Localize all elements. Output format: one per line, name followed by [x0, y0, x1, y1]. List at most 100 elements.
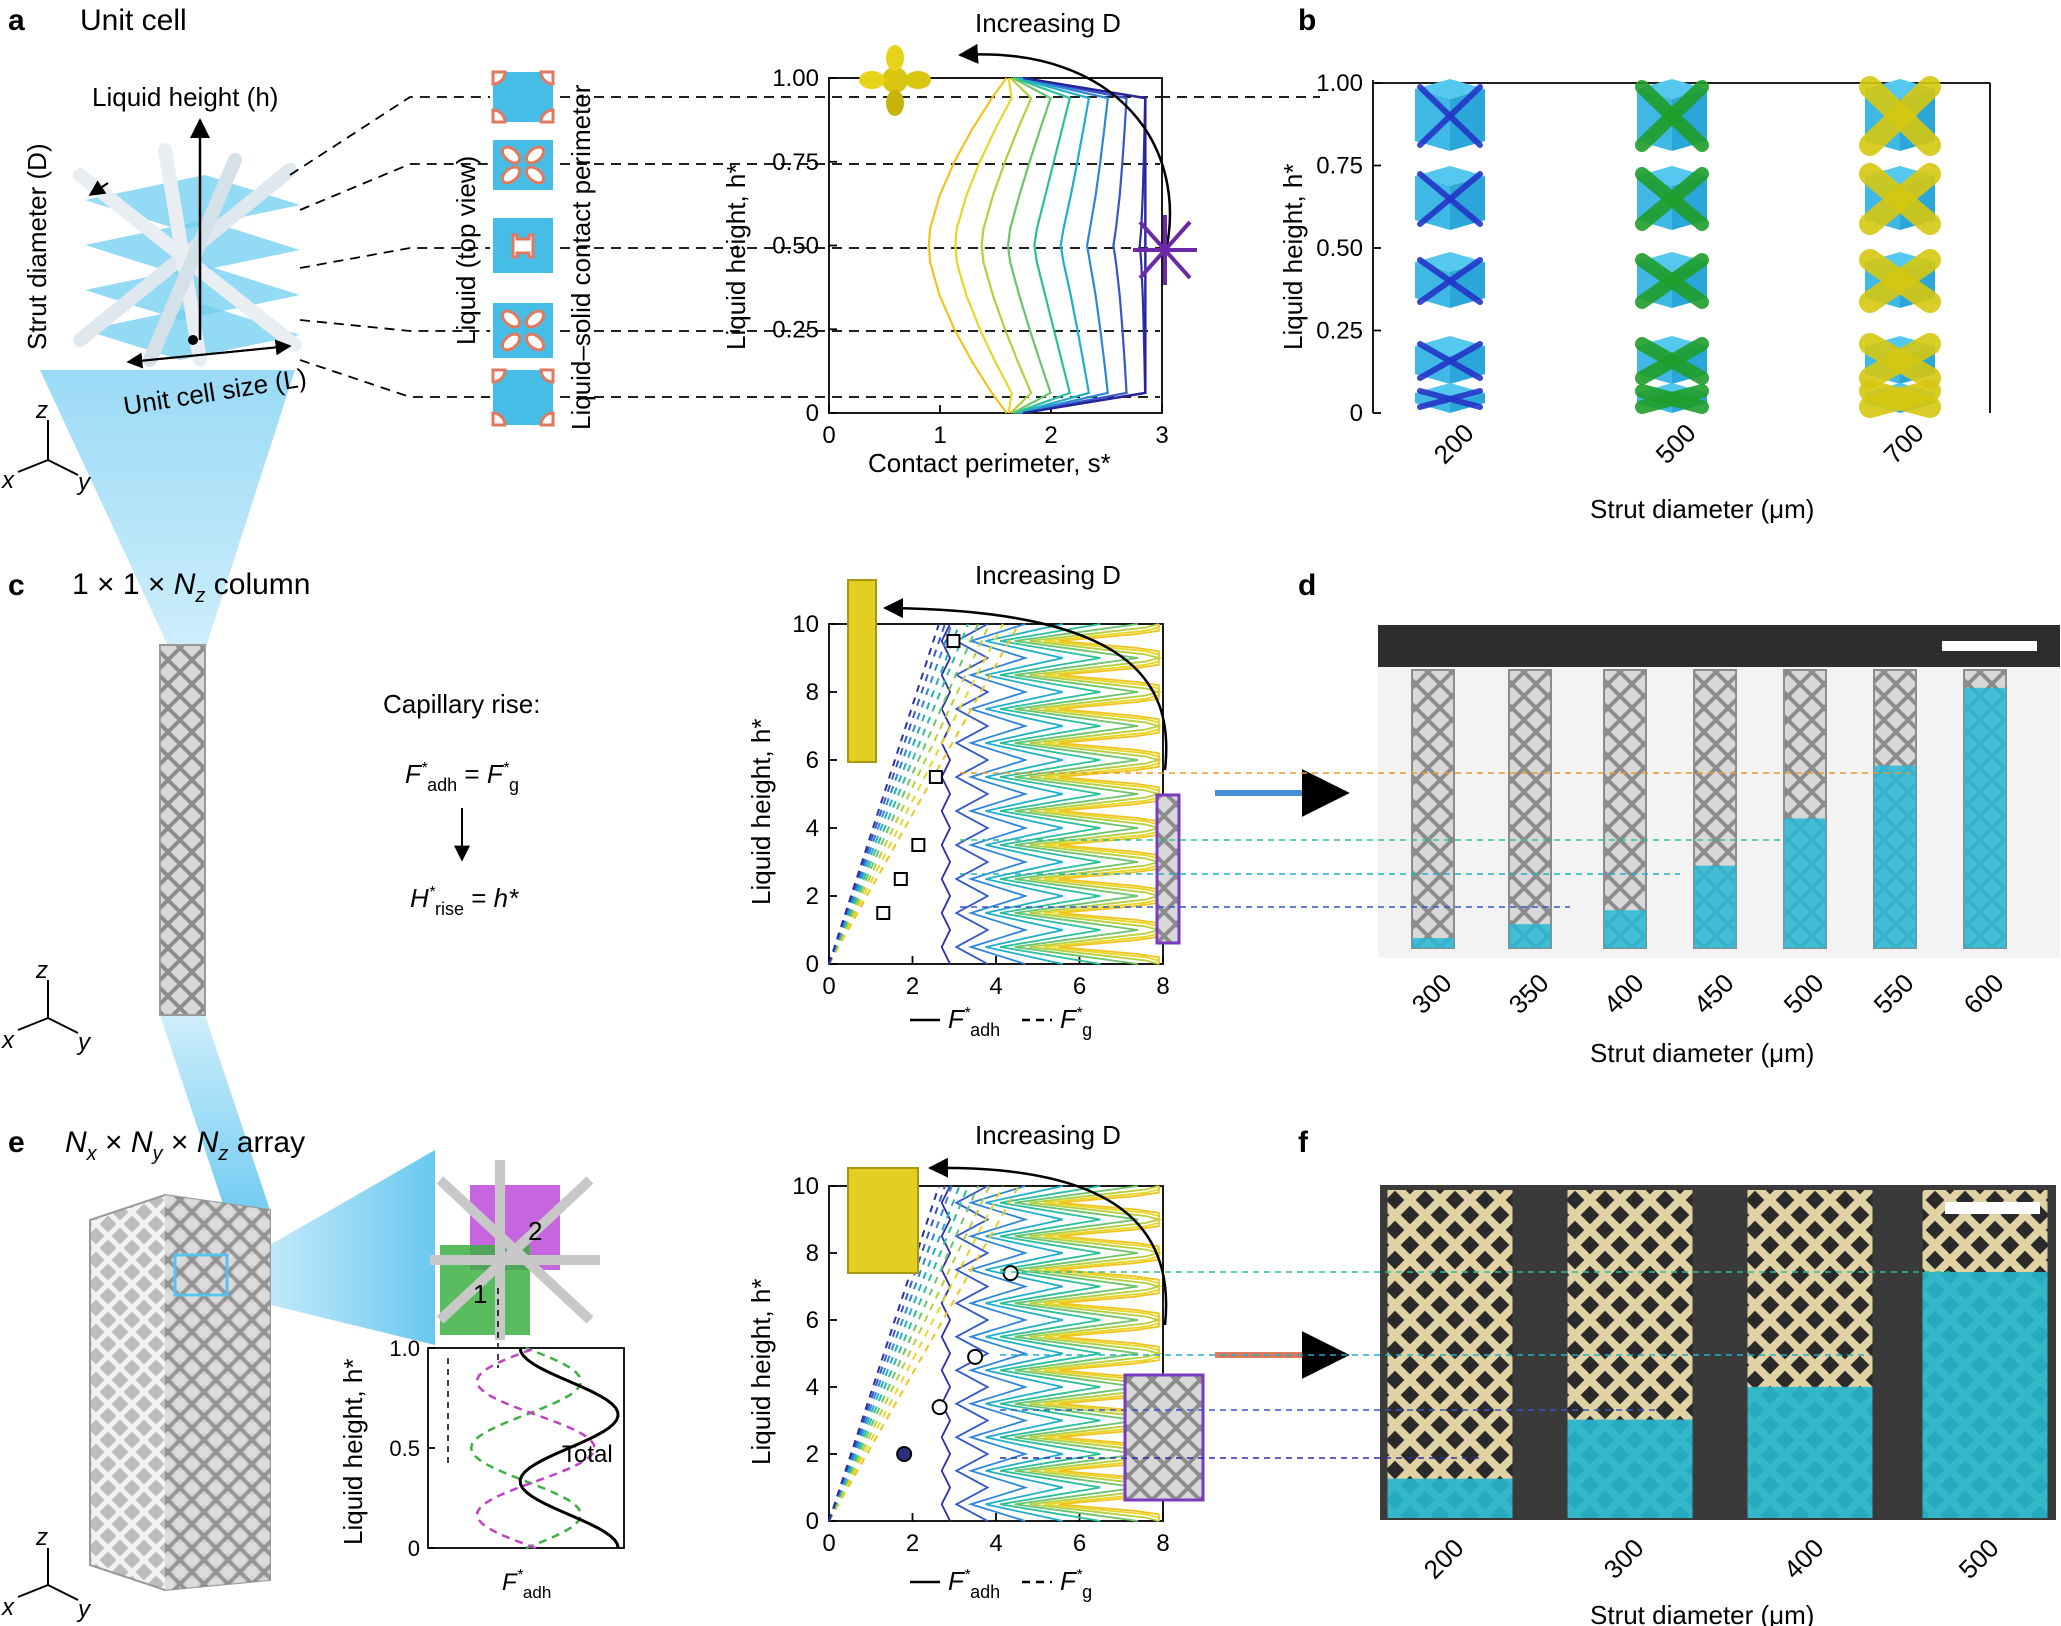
inset-ylabel: Liquid height, h*: [338, 1359, 368, 1545]
panel-d-xtick-label: 600: [1958, 968, 2010, 1020]
chart-e-adh-curve: [1014, 1185, 1139, 1522]
chart-c: 0 2 4 6 8 0 2 4 6 8 10: [792, 611, 1169, 1000]
unit-cell-title: Unit cell: [80, 4, 187, 37]
axis-z-a: z: [35, 397, 48, 424]
block-0: [1387, 1190, 1513, 1518]
chart-e-rise-marker: [967, 1348, 984, 1365]
chart-c-adh-curve: [1000, 623, 1101, 965]
chart-a-ytick-label: 0: [806, 400, 819, 427]
chart-c-xtick-label: 6: [1073, 973, 1086, 1000]
projection-beam-a: [40, 370, 295, 650]
cube-strut: [1859, 380, 1941, 418]
chart-e-ytick-label: 10: [792, 1173, 819, 1200]
chart-a-xtick-label: 3: [1155, 422, 1168, 449]
svg-text:F*adh: F*adh: [948, 1004, 1000, 1040]
axis-x-a: x: [1, 467, 15, 494]
cube-strut: [1635, 80, 1709, 152]
chart-c-purple-column: [1155, 793, 1181, 945]
scale-bar-f: [1945, 1202, 2040, 1214]
chart-e-xtick-label: 0: [822, 1530, 835, 1557]
chart-c-xtick-label: 0: [822, 973, 835, 1000]
panel-letter-a: a: [8, 4, 25, 37]
panel-d-xtick-label: 400: [1598, 968, 1650, 1020]
chart-e-ytick-label: 2: [806, 1441, 819, 1468]
chart-a-curve: [1016, 76, 1091, 415]
panel-b-ylabel: Liquid height, h*: [1278, 164, 1308, 350]
column-lattice: [159, 644, 206, 1016]
chart-e-adh-curve: [1058, 1186, 1160, 1521]
panel-d-photo: [1378, 625, 2060, 958]
panel-b-ytick-label: 1.00: [1316, 70, 1363, 97]
liquid-fill-4: [1784, 818, 1826, 948]
array-title: Nx × Ny × Nz array: [65, 1126, 305, 1165]
chart-a-annotation: Increasing D: [975, 8, 1121, 38]
chart-a-curve: [1018, 76, 1110, 415]
chart-c-legend: F*adh F*g: [910, 1004, 1092, 1040]
panel-d-xtick-label: 300: [1406, 968, 1458, 1020]
axes-triad-e: [17, 1548, 79, 1601]
chart-a-arrow: [958, 43, 1172, 256]
chart-a: 0 1 2 3 0 0.25 0.50 0.75 1.00: [772, 65, 1168, 449]
panel-b-xtick-label: 500: [1650, 418, 1702, 470]
column-title: 1 × 1 × Nz column: [72, 568, 310, 607]
liquid-fill-2: [1604, 910, 1646, 948]
chart-c-rise-marker: [876, 906, 891, 920]
contact-perimeter-label: Liquid–solid contact perimeter: [566, 84, 596, 430]
chart-e-adh-curve: [1000, 1185, 1101, 1522]
column-1: [1508, 669, 1552, 949]
capillary-rise-label: Capillary rise:: [383, 689, 541, 719]
liquid-fill-6: [1964, 687, 2006, 948]
array-highlight: [173, 1253, 229, 1297]
panel-f-xtick-label: 400: [1778, 1533, 1830, 1585]
chart-a-ytick-label: 0.75: [772, 149, 819, 176]
cube-strut: [1635, 384, 1709, 414]
chart-c-yellow-column: [847, 579, 877, 763]
panel-b-xlabel: Strut diameter (μm): [1590, 494, 1814, 524]
chart-e-adh-curve: [967, 1185, 1029, 1522]
chart-e-rise-marker: [896, 1446, 913, 1462]
axis-z-e: z: [35, 1524, 48, 1551]
panel-d-xtick-label: 450: [1688, 968, 1740, 1020]
svg-text:F*g: F*g: [1060, 1004, 1092, 1040]
liquid-fill-1: [1509, 924, 1551, 948]
panel-f-photo: [1380, 1185, 2056, 1520]
top-view-tiles: [491, 70, 555, 427]
panel-d-xtick-label: 500: [1778, 968, 1830, 1020]
axis-x-e: x: [1, 1594, 15, 1621]
chart-a-purple-strut: [1133, 215, 1197, 285]
svg-text:F*adh: F*adh: [948, 1566, 1000, 1602]
chart-c-gravity-line: [828, 623, 991, 965]
chart-e-gravity-line: [828, 1185, 961, 1522]
projection-beam-e: [230, 1150, 435, 1345]
chart-e-xtick-label: 4: [989, 1530, 1002, 1557]
column-0: [1411, 669, 1455, 949]
chart-e-gravity-line: [828, 1185, 970, 1522]
cube-strut: [1417, 171, 1483, 227]
chart-e-adh-curve: [954, 1185, 990, 1522]
panel-letter-d: d: [1298, 569, 1316, 602]
cell-label-2: 2: [528, 1216, 542, 1246]
chart-a-ytick-label: 1.00: [772, 65, 819, 92]
chart-c-rise-marker: [893, 872, 908, 886]
chart-a-ytick-label: 0.50: [772, 233, 819, 260]
chart-e-ytick-label: 0: [806, 1508, 819, 1535]
inset-ytick-label: 0: [408, 1536, 420, 1561]
inset-ytick-label: 0.5: [389, 1436, 420, 1461]
cube-strut: [1417, 84, 1483, 148]
chart-e-gravity-line: [828, 1185, 991, 1522]
chart-c-xtick-label: 2: [906, 973, 919, 1000]
array-lattice: [89, 1193, 271, 1592]
cube-strut: [1859, 333, 1941, 389]
chart-a-curve: [954, 77, 1013, 414]
chart-c-ylabel: Liquid height, h*: [746, 719, 776, 905]
chart-c-ytick-label: 6: [806, 747, 819, 774]
eq1: F*adh = F*g: [405, 759, 519, 795]
panel-f-xlabel: Strut diameter (μm): [1590, 1600, 1814, 1626]
inset-xlabel: F*adh: [502, 1567, 551, 1602]
chart-e-arrow: [928, 1157, 1168, 1326]
chart-c-xtick-label: 4: [989, 973, 1002, 1000]
chart-a-ytick-label: 0.25: [772, 316, 819, 343]
chart-e-ytick-label: 6: [806, 1307, 819, 1334]
chart-a-xlabel: Contact perimeter, s*: [868, 448, 1111, 478]
